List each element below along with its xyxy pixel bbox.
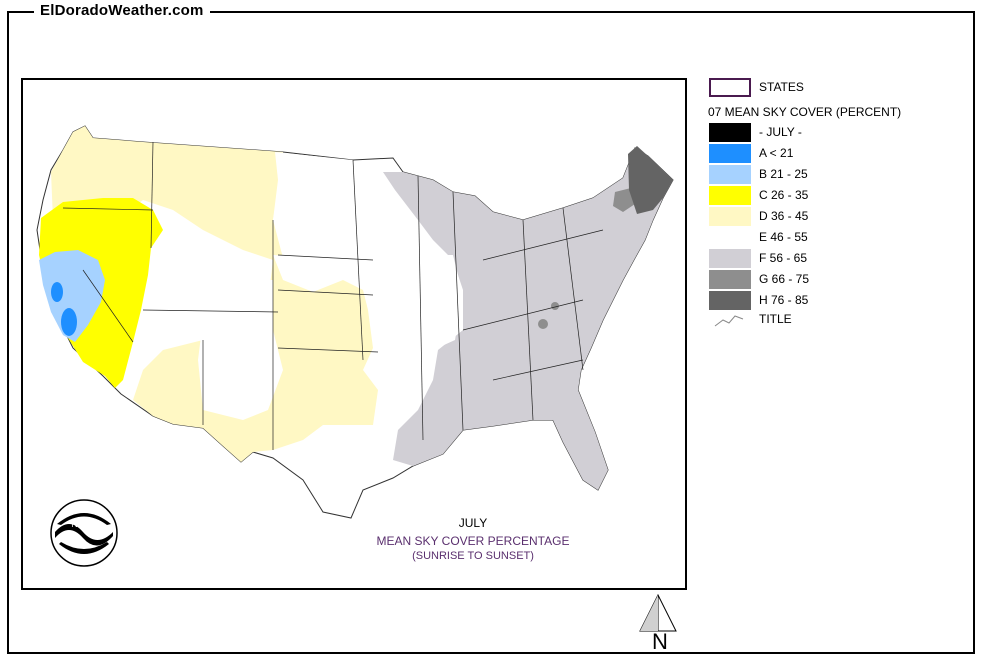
- legend-swatch: [709, 123, 751, 142]
- region-g-wv-1: [538, 319, 548, 329]
- legend-item: C 26 - 35: [709, 186, 969, 206]
- legend-swatch: [709, 144, 751, 163]
- legend-swatch: [709, 186, 751, 205]
- legend-swatch: [709, 165, 751, 184]
- legend-item-label: B 21 - 25: [759, 167, 808, 181]
- legend-header: 07 MEAN SKY COVER (PERCENT): [708, 105, 902, 119]
- state-lines: [62, 141, 604, 450]
- region-g-wv-2: [551, 302, 559, 310]
- legend-item: D 36 - 45: [709, 207, 969, 227]
- legend-item: - JULY -: [709, 123, 969, 143]
- legend-states-label: STATES: [759, 80, 804, 94]
- legend-swatch: [709, 228, 751, 247]
- region-g-newengland: [613, 188, 635, 212]
- legend-swatch: [709, 207, 751, 226]
- legend-item: H 76 - 85: [709, 291, 969, 311]
- site-title: ElDoradoWeather.com: [34, 2, 210, 19]
- north-arrow-icon: N: [639, 593, 677, 651]
- region-d-west: [51, 126, 378, 462]
- legend-states-row: STATES: [709, 78, 969, 98]
- legend-item-label: H 76 - 85: [759, 293, 809, 307]
- noaa-logo: NOAA: [50, 499, 118, 567]
- region-b-lightblue: [39, 250, 105, 342]
- legend-item-label: E 46 - 55: [759, 230, 808, 244]
- region-e-ks-spot: [273, 255, 343, 292]
- map-panel: NOAA JULY MEAN SKY COVER PERCENTAGE (SUN…: [21, 78, 687, 590]
- map-caption-title: MEAN SKY COVER PERCENTAGE: [376, 534, 570, 548]
- map-caption-subtitle: (SUNRISE TO SUNSET): [412, 550, 534, 562]
- region-e-colorado: [198, 280, 283, 420]
- states-outline-swatch: [709, 78, 751, 97]
- legend-item-label: - JULY -: [759, 125, 802, 139]
- legend-item: F 56 - 65: [709, 249, 969, 269]
- legend-item-label: G 66 - 75: [759, 272, 810, 286]
- map-caption-month: JULY: [458, 516, 488, 530]
- legend-swatch: [709, 270, 751, 289]
- legend-item: A < 21: [709, 144, 969, 164]
- legend-item-label: D 36 - 45: [759, 209, 809, 223]
- region-e-dakota: [273, 152, 363, 255]
- region-h-maine: [628, 146, 673, 214]
- legend-item-label: A < 21: [759, 146, 794, 160]
- legend-item: E 46 - 55: [709, 228, 969, 248]
- legend-item: B 21 - 25: [709, 165, 969, 185]
- region-a-blue-2: [51, 282, 63, 302]
- legend-swatch: [709, 291, 751, 310]
- us-map: [36, 125, 674, 519]
- outer-frame: [7, 11, 975, 654]
- legend-item: G 66 - 75: [709, 270, 969, 290]
- noaa-logo-text: NOAA: [71, 519, 97, 529]
- north-label: N: [652, 629, 668, 651]
- region-e-illinois: [418, 255, 463, 350]
- legend-title-label: TITLE: [759, 312, 792, 326]
- title-line-icon: [714, 315, 744, 327]
- legend-item-label: C 26 - 35: [759, 188, 809, 202]
- region-a-blue-1: [61, 308, 77, 336]
- legend-swatch: [709, 249, 751, 268]
- legend-title-row: TITLE: [709, 310, 969, 330]
- legend-item-label: F 56 - 65: [759, 251, 808, 265]
